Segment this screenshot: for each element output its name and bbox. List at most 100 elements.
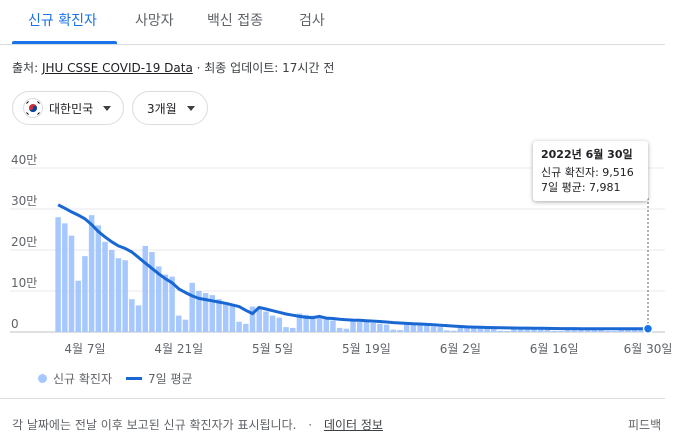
bar: [444, 330, 450, 332]
bar: [209, 295, 216, 332]
tab-deaths[interactable]: 사망자: [135, 13, 174, 29]
bar: [390, 329, 397, 332]
bar: [269, 315, 276, 332]
x-tick-label: 6월 16일: [530, 342, 579, 356]
x-tick-label: 4월 7일: [64, 342, 105, 356]
period-dropdown[interactable]: 3개월: [132, 91, 208, 125]
x-tick-label: 5월 19일: [342, 342, 391, 356]
region-dropdown[interactable]: 대한민국: [12, 91, 124, 125]
bar: [283, 327, 289, 332]
bar: [68, 235, 75, 332]
tab-bar: 신규 확진자 사망자 백신 접종 검사: [0, 0, 665, 45]
bar: [330, 320, 336, 332]
bar: [196, 291, 202, 332]
last-updated: · 최종 업데이트: 17시간 전: [192, 61, 335, 75]
korea-flag-icon: [23, 98, 43, 118]
bar: [310, 315, 316, 332]
bar: [437, 327, 443, 332]
bar-legend-label: 신규 확진자: [53, 372, 113, 386]
source-link[interactable]: JHU CSSE COVID-19 Data: [41, 61, 193, 75]
bar: [243, 323, 249, 332]
bar: [142, 245, 149, 332]
bar: [55, 217, 61, 332]
bar: [511, 327, 517, 332]
chart-legend: 신규 확진자 7일 평균: [38, 370, 193, 387]
tab-vaccinations[interactable]: 백신 접종: [207, 13, 263, 29]
x-tick-label: 6월 30일: [624, 342, 673, 356]
bar: [363, 321, 370, 332]
bar: [95, 225, 102, 332]
bar: [182, 319, 189, 332]
y-tick-label: 0: [11, 317, 19, 331]
line-legend-label: 7일 평균: [148, 372, 193, 386]
bar: [383, 324, 390, 332]
bar: [605, 330, 611, 332]
bar: [155, 266, 162, 332]
bar: [249, 306, 256, 332]
bar: [256, 307, 262, 332]
average-line: [57, 203, 648, 331]
bar: [276, 317, 283, 332]
y-tick-label: 30만: [11, 194, 37, 208]
bar: [62, 223, 68, 332]
bar: [263, 311, 269, 332]
tooltip-new-cases: 신규 확진자: 9,516: [541, 166, 634, 179]
chart-tooltip: 2022년 6월 30일 신규 확진자: 9,516 7일 평균: 7,981: [533, 141, 648, 201]
bar: [491, 328, 497, 332]
bar: [544, 328, 551, 332]
bar: [115, 258, 122, 332]
x-tick-label: 5월 5일: [252, 342, 293, 356]
bar: [122, 260, 128, 332]
bar: [484, 327, 490, 332]
bar: [303, 314, 309, 332]
bar: [598, 329, 604, 332]
tooltip-date: 2022년 6월 30일: [541, 148, 633, 161]
bar: [551, 330, 557, 332]
bar: [336, 327, 343, 332]
cases-chart[interactable]: 0 10만 20만 30만 40만 4월 7일 4월 21일 5월 5일 5월 19일 6월 2일…: [0, 140, 690, 360]
highlight-point: [642, 323, 654, 334]
y-tick-label: 20만: [11, 235, 37, 249]
y-tick-label: 40만: [11, 153, 37, 167]
bar: [504, 330, 510, 332]
bar: [370, 322, 376, 332]
region-label: 대한민국: [49, 101, 94, 116]
bar: [611, 331, 618, 332]
bar: [189, 282, 195, 332]
bar: [82, 256, 88, 332]
bar: [102, 241, 108, 332]
bar: [162, 274, 169, 332]
tooltip-avg: 7일 평균: 7,981: [541, 181, 621, 194]
data-info-link[interactable]: 데이터 정보: [323, 418, 383, 432]
footer-note: 각 날짜에는 전날 이후 보고된 신규 확진자가 표시됩니다. · 데이터 정보: [12, 416, 383, 433]
line-legend-swatch: [126, 377, 143, 380]
bar: [149, 252, 155, 332]
chevron-down-icon: [186, 105, 195, 111]
bar: [591, 328, 598, 332]
bar: [457, 326, 464, 332]
bar: [397, 329, 403, 332]
bar: [343, 328, 350, 332]
feedback-link[interactable]: 피드백: [628, 418, 662, 432]
bar: [524, 327, 531, 332]
bar: [377, 323, 383, 332]
tab-new-cases[interactable]: 신규 확진자: [28, 13, 97, 29]
y-tick-label: 10만: [11, 276, 37, 290]
bar: [531, 328, 537, 332]
bar: [470, 327, 477, 332]
bar: [202, 293, 209, 332]
bar: [222, 303, 229, 332]
footer-text: 각 날짜에는 전날 이후 보고된 신규 확진자가 표시됩니다.: [12, 418, 297, 432]
bar: [558, 331, 564, 332]
bar: [450, 330, 457, 332]
bar: [169, 276, 175, 332]
source-line: 출처: JHU CSSE COVID-19 Data · 최종 업데이트: 17…: [12, 59, 334, 76]
bar: [464, 326, 470, 332]
tab-tests[interactable]: 검사: [299, 13, 325, 29]
source-prefix: 출처:: [12, 61, 42, 75]
bar: [108, 250, 115, 332]
bar: [316, 317, 323, 332]
bar: [296, 313, 303, 332]
active-tab-indicator: [12, 41, 117, 44]
bar: [410, 324, 417, 332]
